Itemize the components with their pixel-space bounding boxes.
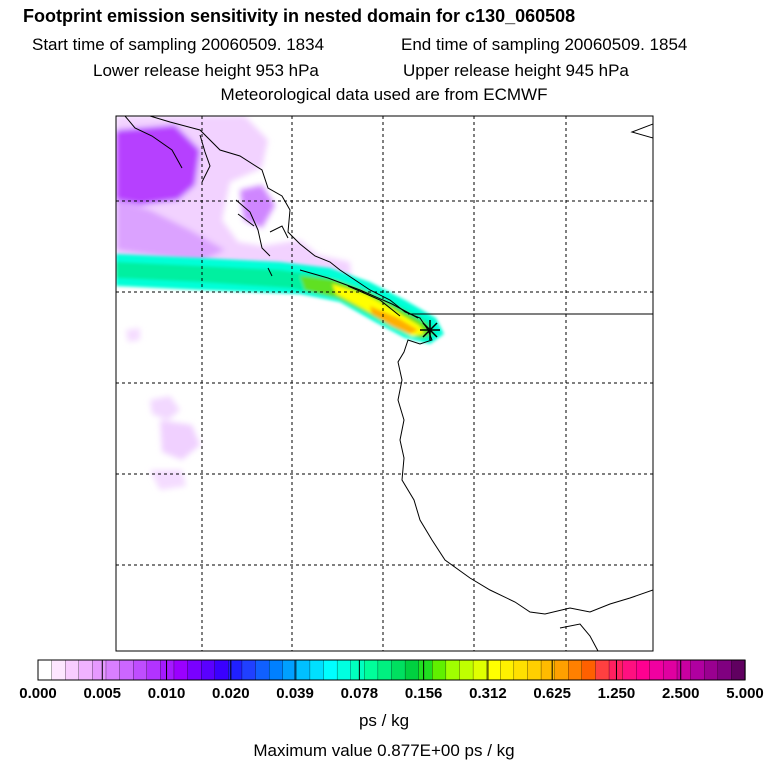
colorbar [37, 659, 746, 681]
colorbar-cell [160, 659, 175, 681]
colorbar-cell [704, 659, 719, 681]
colorbar-cell [133, 659, 148, 681]
colorbar-cell [622, 659, 637, 681]
colorbar-cell [296, 659, 311, 681]
colorbar-cell [336, 659, 352, 681]
colorbar-cell [37, 659, 53, 681]
colorbar-tick-label: 5.000 [726, 685, 764, 702]
colorbar-cell [404, 659, 420, 681]
colorbar-cell [432, 659, 447, 681]
colorbar-cell [540, 659, 556, 681]
colorbar-cell [173, 659, 189, 681]
low-sensitivity-area [116, 116, 352, 490]
colorbar-cell [364, 659, 379, 681]
colorbar-cell [105, 659, 121, 681]
colorbar-tick-label: 0.020 [212, 685, 250, 702]
colorbar-cell [51, 659, 66, 681]
map-gridlines [116, 116, 653, 651]
colorbar-cell [568, 659, 583, 681]
colorbar-cell [649, 659, 665, 681]
colorbar-cell [663, 659, 678, 681]
colorbar-cell [241, 659, 257, 681]
colorbar-tick-label: 0.625 [533, 685, 571, 702]
colorbar-cell [554, 659, 569, 681]
start-time-label: Start time of sampling 20060509. 1834 [32, 35, 325, 54]
colorbar-tick-label: 0.010 [147, 685, 186, 702]
colorbar-cell [78, 659, 94, 681]
colorbar-cell [201, 659, 216, 681]
colorbar-cell [595, 659, 610, 681]
colorbar-cell [309, 659, 325, 681]
colorbar-cell [581, 659, 597, 681]
lower-release-label: Lower release height 953 hPa [93, 61, 319, 80]
colorbar-cell [214, 659, 229, 681]
colorbar-tick-label: 0.078 [340, 685, 379, 702]
upper-release-label: Upper release height 945 hPa [403, 61, 629, 80]
colorbar-cell [690, 659, 705, 681]
colorbar-tick-label: 0.039 [276, 685, 314, 702]
colorbar-unit: ps / kg [358, 711, 410, 730]
colorbar-cell [717, 659, 733, 681]
colorbar-cell [636, 659, 651, 681]
max-value-label: Maximum value 0.877E+00 ps / kg [253, 741, 515, 760]
colorbar-cell [459, 659, 474, 681]
colorbar-tick-label: 0.000 [19, 685, 57, 702]
colorbar-cell [391, 659, 406, 681]
colorbar-cell [676, 659, 692, 681]
colorbar-cell [513, 659, 529, 681]
colorbar-cell [255, 659, 270, 681]
colorbar-cell [119, 659, 134, 681]
colorbar-tick-label: 0.005 [83, 685, 122, 702]
colorbar-cell [731, 659, 746, 681]
colorbar-cell [472, 659, 488, 681]
colorbar-cell [418, 659, 433, 681]
plot-title: Footprint emission sensitivity in nested… [23, 6, 576, 26]
colorbar-frame [37, 659, 746, 681]
colorbar-cell [65, 659, 80, 681]
colorbar-cell [350, 659, 365, 681]
colorbar-tick-label: 0.312 [469, 685, 507, 702]
colorbar-cell [323, 659, 338, 681]
colorbar-tick-label: 1.250 [597, 685, 636, 702]
colorbar-cell [146, 659, 162, 681]
met-data-label: Meteorological data used are from ECMWF [220, 85, 548, 104]
colorbar-cell [500, 659, 515, 681]
colorbar-cell [527, 659, 542, 681]
colorbar-cell [92, 659, 107, 681]
release-point-marker [420, 320, 440, 340]
colorbar-cell [187, 659, 202, 681]
end-time-label: End time of sampling 20060509. 1854 [401, 35, 688, 54]
colorbar-cell [486, 659, 501, 681]
colorbar-cell [268, 659, 284, 681]
colorbar-tick-label: 0.156 [404, 685, 443, 702]
colorbar-tick-label: 2.500 [661, 685, 700, 702]
colorbar-cell [377, 659, 393, 681]
map-frame [115, 115, 654, 652]
colorbar-cell [445, 659, 461, 681]
